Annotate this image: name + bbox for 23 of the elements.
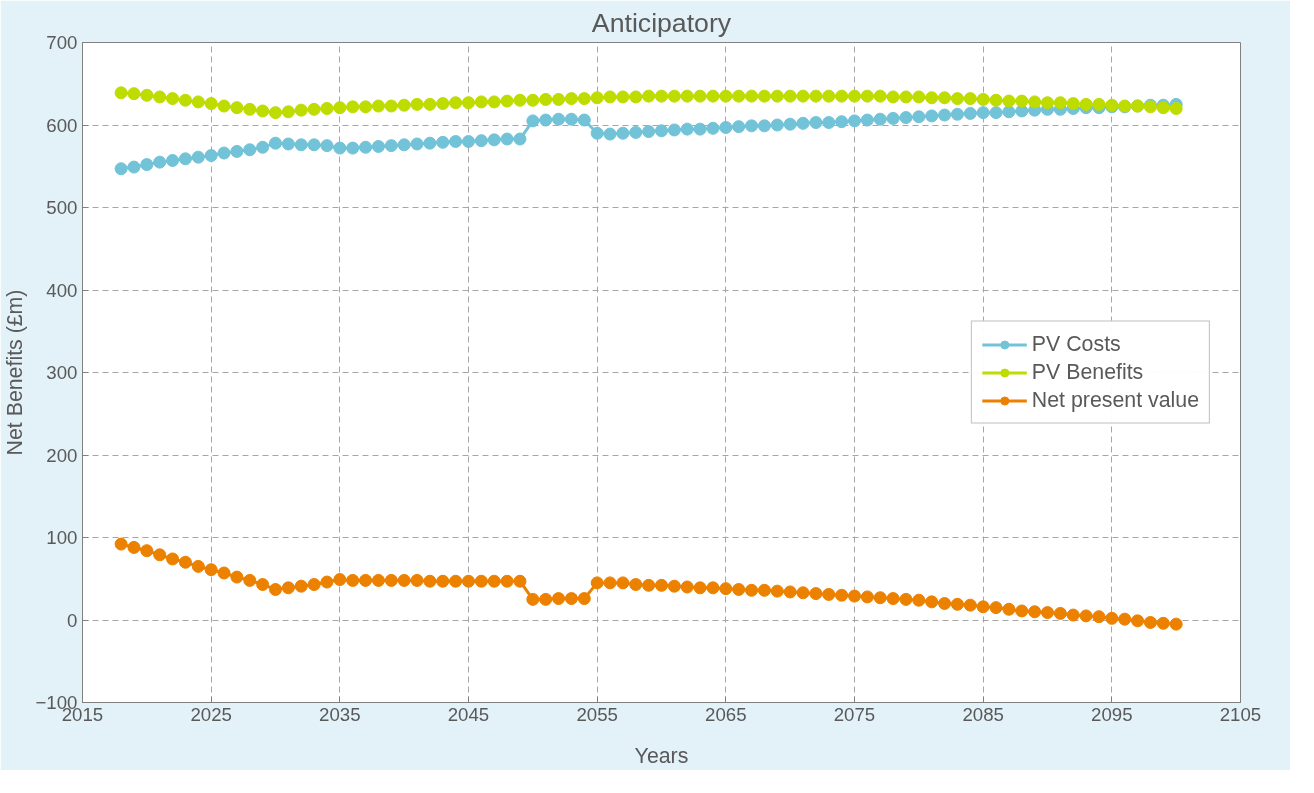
legend-label: Net present value [1031,387,1199,413]
chart-title: Anticipatory [591,7,732,38]
y-tick-label: 700 [46,32,78,53]
x-tick-label: 2025 [190,703,232,725]
x-tick-label: 2045 [447,703,490,725]
y-tick-label: 500 [46,197,78,218]
legend-label: PV Costs [1031,331,1121,357]
x-tick-label: 2035 [319,703,361,725]
x-tick-label: 2095 [1091,703,1133,725]
legend-label: PV Benefits [1031,359,1144,385]
x-tick-label: 2105 [1219,703,1262,725]
y-axis-title: Net Benefits (£m) [3,289,28,456]
x-axis-title: Years [634,743,689,768]
x-tick-label: 2085 [962,703,1004,725]
x-tick-label: 2075 [833,703,876,725]
x-tick-label: 2065 [705,703,747,725]
y-tick-label: 400 [46,279,78,301]
y-tick-label: 600 [46,114,78,136]
x-tick-label: 2055 [576,703,618,725]
y-tick-label: 0 [67,609,78,631]
y-tick-label: 100 [46,527,78,548]
y-tick-label: 200 [46,444,78,466]
y-tick-label: 300 [46,362,78,383]
